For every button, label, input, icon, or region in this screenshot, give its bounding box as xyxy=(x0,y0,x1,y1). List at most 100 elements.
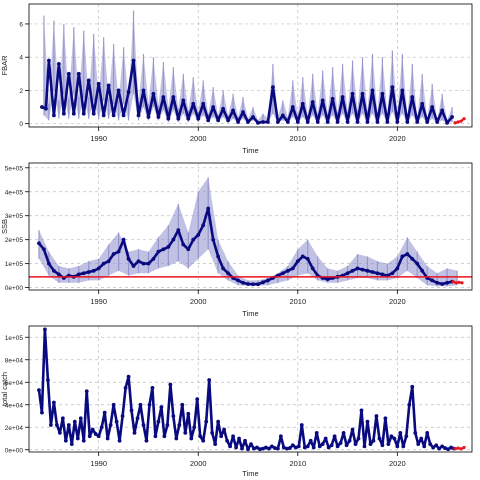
estimate-point xyxy=(256,282,260,287)
x-tick-label: 2000 xyxy=(190,459,207,468)
estimate-point xyxy=(54,423,59,427)
estimate-point xyxy=(246,120,250,124)
estimate-point xyxy=(198,434,203,439)
estimate-point xyxy=(216,254,221,259)
estimate-point xyxy=(86,78,91,83)
estimate-point xyxy=(355,120,360,124)
estimate-point xyxy=(207,378,212,382)
estimate-point xyxy=(135,416,140,421)
estimate-point xyxy=(315,120,320,124)
projection-point xyxy=(460,281,464,285)
estimate-point xyxy=(106,83,111,88)
estimate-point xyxy=(246,282,250,286)
projection-point xyxy=(459,119,463,123)
estimate-point xyxy=(445,280,450,285)
estimate-point xyxy=(290,105,295,109)
estimate-point xyxy=(407,402,412,407)
plot-frame xyxy=(28,325,473,453)
estimate-point xyxy=(275,446,280,451)
estimate-point xyxy=(141,261,146,266)
estimate-point xyxy=(308,438,313,443)
estimate-point xyxy=(413,430,418,435)
estimate-point xyxy=(314,430,319,435)
estimate-point xyxy=(40,410,44,415)
estimate-point xyxy=(295,259,300,264)
estimate-point xyxy=(56,272,61,277)
y-tick-label: 2 xyxy=(19,88,23,95)
x-tick-label: 2020 xyxy=(389,134,406,143)
estimate-point xyxy=(60,416,65,421)
estimate-point xyxy=(86,270,91,274)
estimate-point xyxy=(105,436,110,441)
estimate-point xyxy=(405,120,410,124)
estimate-point xyxy=(405,252,410,256)
estimate-point xyxy=(76,71,81,76)
estimate-point xyxy=(389,434,394,439)
estimate-point xyxy=(156,419,161,424)
uncertainty-band-area xyxy=(39,177,458,287)
estimate-point xyxy=(47,58,51,63)
estimate-point xyxy=(323,436,328,441)
estimate-point xyxy=(395,120,400,124)
estimate-point xyxy=(356,436,361,441)
projection-point xyxy=(454,281,458,285)
estimate-point xyxy=(116,88,121,93)
estimate-point xyxy=(300,254,305,259)
x-tick-label: 2010 xyxy=(289,459,306,468)
estimate-point xyxy=(151,91,156,96)
estimate-point xyxy=(395,444,400,449)
estimate-point xyxy=(365,419,370,424)
estimate-point xyxy=(195,397,200,402)
estimate-point xyxy=(93,432,98,436)
estimate-point xyxy=(425,430,430,435)
x-tick-label: 2000 xyxy=(190,297,207,306)
y-tick-label: 8e+04 xyxy=(5,357,24,364)
estimate-point xyxy=(186,411,191,416)
plot-frame xyxy=(28,162,473,291)
estimate-point xyxy=(400,88,405,93)
x-tick-label: 2000 xyxy=(190,134,207,143)
estimate-point xyxy=(225,438,230,443)
estimate-point xyxy=(241,110,245,114)
estimate-point xyxy=(177,423,182,427)
estimate-point xyxy=(280,113,285,118)
x-tick-label: 1990 xyxy=(90,459,107,468)
estimate-point xyxy=(302,445,307,450)
estimate-point xyxy=(87,434,92,439)
plot-frame xyxy=(28,3,473,128)
estimate-point xyxy=(159,405,164,409)
estimate-point xyxy=(420,101,425,106)
estimate-point xyxy=(99,425,104,430)
y-tick-label: 5e+05 xyxy=(5,165,24,172)
estimate-point xyxy=(305,444,310,449)
estimate-point xyxy=(61,111,66,116)
estimate-point xyxy=(102,410,107,415)
estimate-point xyxy=(445,120,450,125)
estimate-point xyxy=(176,228,181,232)
estimate-point xyxy=(51,400,56,405)
estimate-point xyxy=(236,278,240,283)
estimate-point xyxy=(325,277,330,282)
estimate-point xyxy=(201,101,206,106)
uncertainty-band-area xyxy=(43,10,453,124)
estimate-point xyxy=(196,116,201,121)
y-tick-label: 0e+00 xyxy=(5,447,24,454)
estimate-point xyxy=(360,91,365,96)
estimate-point xyxy=(146,261,151,266)
estimate-point xyxy=(116,249,121,254)
estimate-point xyxy=(345,120,350,124)
estimate-point xyxy=(206,206,211,211)
estimate-point xyxy=(345,271,350,276)
chart-panel-3: 1990 2000 2010 2020 0e+00 2e+04 4e+04 6e+04 8e+0… xyxy=(0,325,473,478)
estimate-point xyxy=(37,241,41,246)
estimate-point xyxy=(241,280,245,285)
x-tick-label: 2020 xyxy=(389,459,406,468)
estimate-point xyxy=(296,444,301,449)
y-tick-label: 3e+05 xyxy=(5,213,24,220)
estimate-point xyxy=(251,115,255,119)
estimate-point xyxy=(383,416,388,421)
estimate-point xyxy=(440,108,445,113)
estimate-point xyxy=(162,434,167,439)
estimate-point xyxy=(66,71,71,76)
estimate-point xyxy=(189,436,194,441)
